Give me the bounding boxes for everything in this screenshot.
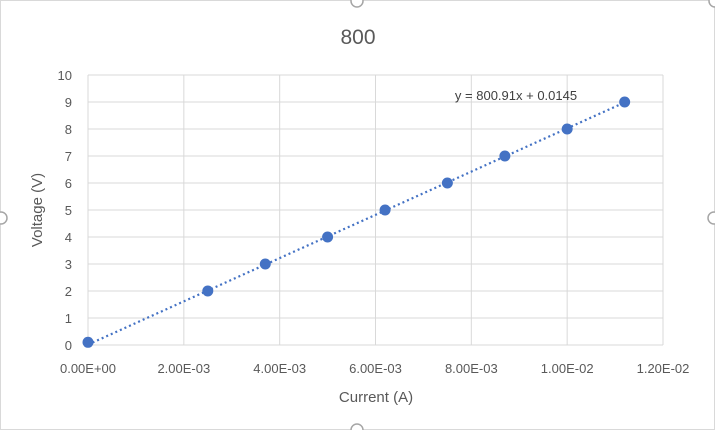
x-tick-label: 0.00E+00 xyxy=(60,361,116,376)
y-axis-ticks: 0 1 2 3 4 5 6 7 8 9 10 xyxy=(58,68,72,353)
resize-handle-right[interactable] xyxy=(707,211,715,225)
x-axis-ticks: 0.00E+00 2.00E-03 4.00E-03 6.00E-03 8.00E-03… xyxy=(60,361,689,376)
x-axis-title[interactable]: Current (A) xyxy=(339,389,413,406)
x-tick-label: 1.00E-02 xyxy=(541,361,594,376)
x-tick-label: 4.00E-03 xyxy=(253,361,306,376)
data-point[interactable] xyxy=(379,204,391,216)
data-point[interactable] xyxy=(619,96,631,108)
x-tick-label: 6.00E-03 xyxy=(349,361,402,376)
x-tick-label: 2.00E-03 xyxy=(157,361,210,376)
y-tick-label: 0 xyxy=(65,338,72,353)
y-tick-label: 3 xyxy=(65,257,72,272)
trendline[interactable] xyxy=(87,101,626,346)
y-tick-label: 6 xyxy=(65,176,72,191)
x-tick-label: 8.00E-03 xyxy=(445,361,498,376)
y-tick-label: 4 xyxy=(65,230,72,245)
y-tick-label: 1 xyxy=(65,311,72,326)
y-tick-label: 7 xyxy=(65,149,72,164)
trendline-layer xyxy=(87,101,626,346)
y-tick-label: 9 xyxy=(65,95,72,110)
y-tick-label: 8 xyxy=(65,122,72,137)
data-point[interactable] xyxy=(441,177,453,189)
data-point[interactable] xyxy=(259,258,271,270)
data-point[interactable] xyxy=(82,336,94,348)
chart-title[interactable]: 800 xyxy=(340,26,375,49)
x-tick-label: 1.20E-02 xyxy=(637,361,690,376)
y-tick-label: 5 xyxy=(65,203,72,218)
data-point[interactable] xyxy=(561,123,573,135)
resize-handle-bottom[interactable] xyxy=(350,423,364,430)
resize-handle-top-right[interactable] xyxy=(708,0,715,8)
resize-handle-top[interactable] xyxy=(350,0,364,8)
y-tick-label: 10 xyxy=(58,68,72,83)
data-point[interactable] xyxy=(322,231,334,243)
y-axis-title[interactable]: Voltage (V) xyxy=(29,173,46,247)
data-point[interactable] xyxy=(202,285,214,297)
data-point[interactable] xyxy=(499,150,511,162)
data-points xyxy=(82,96,631,348)
resize-handle-left[interactable] xyxy=(0,211,8,225)
trendline-equation[interactable]: y = 800.91x + 0.0145 xyxy=(455,88,577,103)
y-tick-label: 2 xyxy=(65,284,72,299)
